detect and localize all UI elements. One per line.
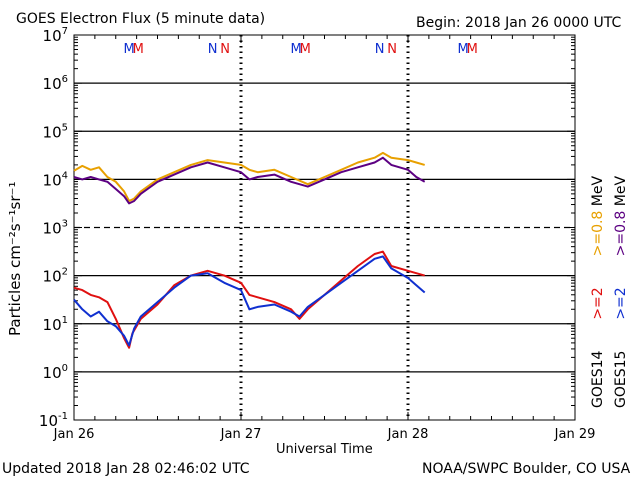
y-tick-base: 10 xyxy=(43,27,62,45)
y-tick-exp: 0 xyxy=(62,363,68,374)
series-line-0 xyxy=(73,151,425,202)
y-tick-exp: 5 xyxy=(62,122,68,133)
y-tick-label: 101 xyxy=(43,315,68,334)
satellite-marker: M xyxy=(133,42,144,57)
y-tick-exp: 1 xyxy=(62,315,68,326)
y-tick-label: 104 xyxy=(43,170,68,189)
y-tick-label: 10-1 xyxy=(39,411,68,430)
y-tick-label: 102 xyxy=(43,267,68,286)
y-tick-exp: -1 xyxy=(58,411,68,422)
satellite-marker: M xyxy=(458,42,469,57)
series-line-2 xyxy=(73,250,425,349)
y-tick-base: 10 xyxy=(43,220,62,238)
legend-goes14-sat: GOES14 xyxy=(590,350,606,408)
satellite-marker: N xyxy=(220,42,230,57)
series-line-3 xyxy=(73,255,426,347)
y-tick-base: 10 xyxy=(43,171,62,189)
x-axis-label: Universal Time xyxy=(276,442,373,457)
y-tick-label: 100 xyxy=(43,363,68,382)
y-tick-base: 10 xyxy=(43,75,62,93)
updated-timestamp: Updated 2018 Jan 28 02:46:02 UTC xyxy=(2,461,250,477)
y-tick-exp: 3 xyxy=(62,219,68,230)
legend-goes15-sat: GOES15 xyxy=(613,350,629,408)
y-tick-exp: 6 xyxy=(62,74,68,85)
legend-goes14-unit: MeV xyxy=(590,175,606,207)
x-tick-label: Jan 29 xyxy=(554,427,596,442)
x-tick-label: Jan 26 xyxy=(53,427,95,442)
y-tick-base: 10 xyxy=(43,364,62,382)
y-tick-base: 10 xyxy=(43,316,62,334)
satellite-marker: N xyxy=(375,42,385,57)
y-axis-label: Particles cm⁻²s⁻¹sr⁻¹ xyxy=(6,182,24,336)
credit: NOAA/SWPC Boulder, CO USA xyxy=(422,461,631,477)
begin-time: Begin: 2018 Jan 26 0000 UTC xyxy=(416,15,622,31)
legend-goes14: GOES14 >=2 >=0.8 MeV xyxy=(590,176,606,408)
y-tick-base: 10 xyxy=(43,123,62,141)
legend-goes15-high: >=0.8 xyxy=(613,210,629,257)
y-tick-exp: 7 xyxy=(62,26,68,37)
satellite-marker: M xyxy=(300,42,311,57)
y-axis-label-text: Particles cm⁻²s⁻¹sr⁻¹ xyxy=(6,181,24,336)
y-tick-label: 105 xyxy=(43,122,68,141)
satellite-marker: M xyxy=(291,42,302,57)
legend-goes15: GOES15 >=2 >=0.8 MeV xyxy=(613,176,629,408)
legend-goes15-unit: MeV xyxy=(613,175,629,207)
satellite-marker: N xyxy=(387,42,397,57)
y-tick-label: 107 xyxy=(43,26,68,45)
y-tick-label: 106 xyxy=(43,74,68,93)
x-tick-label: Jan 28 xyxy=(387,427,429,442)
y-tick-exp: 4 xyxy=(62,170,68,181)
satellite-marker: M xyxy=(467,42,478,57)
y-tick-base: 10 xyxy=(43,268,62,286)
chart-title: GOES Electron Flux (5 minute data) xyxy=(16,11,266,27)
y-tick-base: 10 xyxy=(39,412,58,430)
x-tick-label: Jan 27 xyxy=(220,427,262,442)
satellite-marker: M xyxy=(124,42,135,57)
legend-goes15-low: >=2 xyxy=(613,287,629,320)
satellite-marker: N xyxy=(208,42,218,57)
y-tick-label: 103 xyxy=(43,219,68,238)
y-tick-exp: 2 xyxy=(62,267,68,278)
series-line-1 xyxy=(73,156,426,205)
legend-goes14-high: >=0.8 xyxy=(590,210,606,257)
legend-goes14-low: >=2 xyxy=(590,287,606,320)
